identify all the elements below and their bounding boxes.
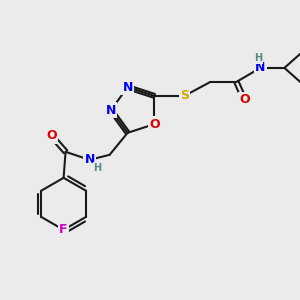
Text: O: O — [149, 118, 160, 130]
Text: S: S — [180, 89, 189, 102]
Text: N: N — [84, 153, 95, 166]
Text: O: O — [46, 129, 57, 142]
Text: F: F — [59, 223, 68, 236]
Text: H: H — [254, 53, 262, 63]
Text: H: H — [94, 163, 102, 173]
Text: N: N — [106, 103, 116, 116]
Text: N: N — [255, 61, 266, 74]
Text: N: N — [122, 81, 133, 94]
Text: O: O — [239, 93, 250, 106]
